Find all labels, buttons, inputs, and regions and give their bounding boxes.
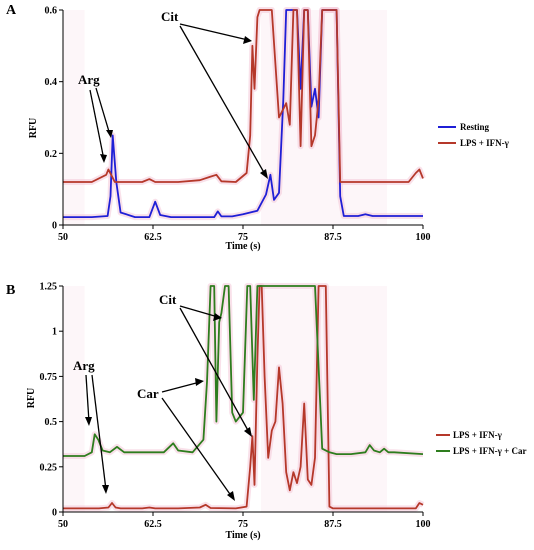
panel-b-arrowhead-cit-1	[213, 313, 222, 321]
panel-a-legend: Resting LPS + IFN-γ	[438, 122, 510, 148]
panel-b-x-tick-label-4: 100	[416, 519, 431, 530]
panel-a-series	[63, 7, 426, 221]
panel-b-x-tick-label-2: 75	[238, 519, 248, 530]
panel-b-arrowhead-car-1	[195, 378, 204, 386]
panel-a-arrow-cit-2	[179, 25, 267, 177]
panel-a-arrowhead-arg-1	[100, 154, 107, 163]
panel-b-x-axis-title: Time (s)	[225, 530, 260, 541]
panel-a-legend-label-resting: Resting	[460, 122, 489, 132]
panel-a-legend-label-lps: LPS + IFN-γ	[460, 138, 510, 148]
panel-a-y-axis-title: RFU	[28, 118, 39, 139]
panel-b-arrow-arg-1	[85, 374, 90, 423]
panel-a-arrowhead-cit-2	[260, 169, 268, 179]
panel-b-letter: B	[6, 283, 15, 298]
panel-b-annotation-car: Car	[137, 386, 159, 401]
panel-b-arrowhead-cit-2	[244, 427, 252, 437]
panel-a-x-tick-label-1: 62.5	[144, 232, 162, 243]
panel-b-y-ticks: 0 0.25 0.5 0.75 1 1.25	[40, 282, 63, 519]
panel-b-x-tick-label-1: 62.5	[144, 519, 162, 530]
panel-b-legend: LPS + IFN-γ LPS + IFN-γ + Car	[436, 430, 526, 456]
panel-b: B 50 62.5 75 87.5 100 0 0.25 0.5 0.75 1 1.25 Time…	[6, 282, 526, 542]
panel-a-series-line-0	[63, 9, 423, 219]
panel-a-annotation-arg: Arg	[78, 72, 100, 87]
panel-a-x-ticks: 50 62.5 75 87.5 100	[58, 225, 431, 243]
panel-a-arrow-arg-1	[89, 89, 105, 161]
panel-a-arrow-cit-1	[179, 23, 249, 41]
panel-a-y-tick-label-2: 0.4	[45, 77, 58, 88]
panel-b-highlight-bands	[63, 286, 387, 512]
panel-a-x-tick-label-4: 100	[416, 232, 431, 243]
panel-b-series	[63, 283, 425, 512]
panel-b-y-tick-label-5: 1.25	[40, 282, 58, 293]
panel-a-annotation-cit: Cit	[161, 9, 179, 24]
panel-b-x-ticks: 50 62.5 75 87.5 100	[58, 512, 431, 530]
panel-a-arrow-arg-2	[95, 87, 111, 136]
panel-b-legend-label-lps: LPS + IFN-γ	[453, 430, 503, 440]
panel-b-y-tick-label-1: 0.25	[40, 462, 58, 473]
panel-b-arrowhead-arg-2	[102, 485, 109, 494]
panel-b-annotation-arg: Arg	[73, 358, 95, 373]
panel-b-annotation-cit: Cit	[159, 292, 177, 307]
panel-b-arrow-cit-1	[179, 305, 219, 318]
panel-a: A 50 62.5 75 87.5 100 0 0.2 0.4 0.6 Time (s) RF…	[6, 3, 510, 252]
panel-a-y-tick-label-0: 0	[52, 221, 57, 232]
panel-a-y-ticks: 0 0.2 0.4 0.6	[45, 6, 63, 232]
panel-a-x-axis-title: Time (s)	[225, 241, 260, 252]
panel-a-series-line-1	[63, 9, 424, 183]
panel-b-arrow-car-2	[161, 397, 233, 498]
panel-a-arrowhead-arg-2	[106, 130, 113, 138]
panel-b-y-axis-title: RFU	[26, 388, 37, 409]
panel-b-series-line-0	[63, 285, 424, 510]
panel-b-y-tick-label-2: 0.5	[45, 417, 58, 428]
panel-a-band-0	[63, 10, 85, 225]
panel-a-arrowhead-cit-1	[243, 36, 252, 44]
panel-b-series-line-1	[63, 285, 424, 457]
panel-b-y-tick-label-3: 0.75	[40, 372, 58, 383]
panel-b-band-0	[63, 286, 85, 512]
panel-b-y-tick-label-0: 0	[52, 508, 57, 519]
panel-a-x-tick-label-0: 50	[58, 232, 68, 243]
panel-a-x-tick-label-2: 75	[238, 232, 248, 243]
panel-a-y-tick-label-3: 0.6	[45, 6, 58, 17]
panel-b-x-tick-label-0: 50	[58, 519, 68, 530]
panel-b-arrowhead-car-2	[227, 491, 235, 501]
panel-a-x-tick-label-3: 87.5	[324, 232, 342, 243]
panel-b-arrow-car-1	[161, 381, 201, 393]
panel-b-arrowhead-arg-1	[85, 417, 92, 426]
panel-b-arrow-cit-2	[179, 307, 251, 435]
panel-b-y-tick-label-4: 1	[52, 327, 57, 338]
panel-b-x-tick-label-3: 87.5	[324, 519, 342, 530]
panel-b-legend-label-car: LPS + IFN-γ + Car	[453, 446, 526, 456]
panel-a-letter: A	[6, 3, 17, 18]
panel-a-y-tick-label-1: 0.2	[45, 149, 58, 160]
panel-b-arrow-arg-2	[91, 374, 107, 491]
